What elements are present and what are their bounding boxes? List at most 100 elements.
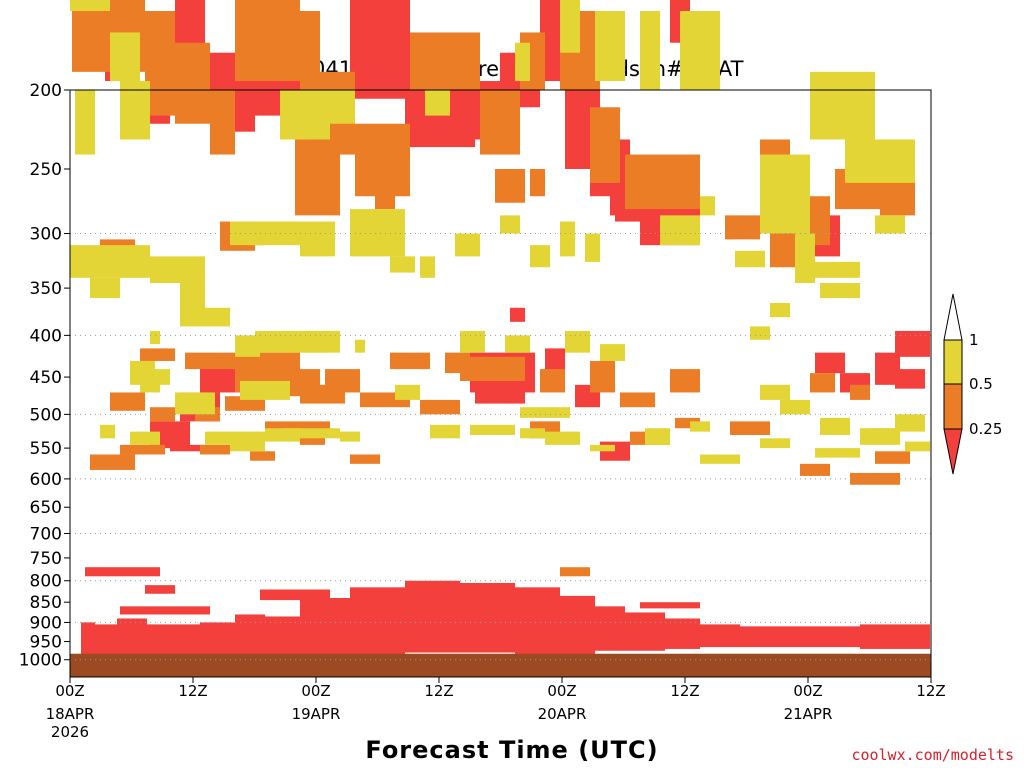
heatmap-cell xyxy=(810,71,875,140)
y-tick-label: 1000 xyxy=(19,651,62,671)
legend-label: 1 xyxy=(969,331,979,349)
heatmap-cell xyxy=(75,90,95,155)
heatmap-cell xyxy=(820,417,850,435)
heatmap-cell xyxy=(530,168,545,197)
heatmap-cell xyxy=(590,444,615,452)
heatmap-cell xyxy=(680,11,720,91)
heatmap-cell xyxy=(510,307,525,322)
heatmap-cell xyxy=(130,369,170,385)
heatmap-cell xyxy=(730,421,770,435)
heatmap-cell xyxy=(640,602,700,609)
heatmap-cell xyxy=(200,622,235,655)
heatmap-cell xyxy=(420,256,435,278)
heatmap-cell xyxy=(85,567,160,577)
heatmap-cell xyxy=(210,90,235,155)
heatmap-cell xyxy=(90,454,135,470)
heatmap-cell xyxy=(350,0,410,99)
plot-frame xyxy=(69,89,932,678)
heatmap-cell xyxy=(425,90,450,116)
heatmap-cell xyxy=(815,261,860,278)
heatmap-cell xyxy=(90,277,120,299)
heatmap-cell xyxy=(905,441,930,452)
heatmap-cell xyxy=(895,330,930,357)
heatmap-cell xyxy=(150,407,175,422)
y-tick-label: 850 xyxy=(30,593,62,613)
x-tick-label: 12Z xyxy=(424,682,453,700)
heatmap-cell xyxy=(725,215,760,240)
heatmap-cell xyxy=(175,392,215,415)
x-axis-title: Forecast Time (UTC) xyxy=(365,736,658,764)
heatmap-cell xyxy=(235,614,265,655)
y-tick-label: 900 xyxy=(30,613,62,633)
y-tick-label: 450 xyxy=(30,368,62,388)
x-tick-label: 12Z xyxy=(178,682,207,700)
heatmap-cell xyxy=(860,624,930,649)
heatmap-cell xyxy=(300,221,335,257)
x-tick-label: 12Z xyxy=(916,682,945,700)
y-tick-label: 550 xyxy=(30,439,62,459)
heatmap-cell xyxy=(120,444,165,455)
heatmap-cell xyxy=(660,215,700,246)
heatmap-cell xyxy=(565,330,590,353)
y-axis: 200 250 300 350 400 450 500 550 600 650 700 750 8008… xyxy=(19,81,70,671)
heatmap-cell xyxy=(350,454,380,464)
gridlines xyxy=(70,233,931,661)
heatmap-cell xyxy=(390,256,415,273)
heatmap-cell xyxy=(120,606,210,615)
heatmap-cell xyxy=(515,42,530,82)
y-tick-label: 800 xyxy=(30,572,62,592)
heatmap-cell xyxy=(460,356,525,381)
heatmap-cell xyxy=(560,595,595,655)
heatmap-cell xyxy=(375,168,395,210)
heatmap-cell xyxy=(110,32,140,82)
heatmap-cell xyxy=(180,283,205,327)
credit-text: coolwx.com/modelts xyxy=(851,746,1014,764)
heatmap-cell xyxy=(625,154,700,210)
heatmap-cell xyxy=(760,154,810,234)
heatmap-cell xyxy=(150,330,160,345)
heatmap-cell xyxy=(235,335,260,357)
heatmap-cell xyxy=(870,428,900,439)
plot-cells xyxy=(70,0,930,660)
heatmap-cell xyxy=(640,11,660,91)
x-tick-date: 21APR xyxy=(784,705,833,723)
heatmap-cell xyxy=(645,428,670,445)
heatmap-cell xyxy=(340,431,360,442)
heatmap-cell xyxy=(260,589,330,601)
heatmap-cell xyxy=(700,454,740,464)
heatmap-cell xyxy=(250,451,275,461)
heatmap-cell xyxy=(175,624,200,657)
heatmap-cell xyxy=(235,0,300,82)
heatmap-cell xyxy=(240,380,290,400)
heatmap-cell xyxy=(515,587,560,655)
heatmap-cell xyxy=(700,196,715,216)
legend-swatch xyxy=(943,293,963,341)
heatmap-cell xyxy=(110,392,145,411)
heatmap-cell xyxy=(665,618,700,649)
heatmap-cell xyxy=(620,392,655,408)
heatmap-cell xyxy=(895,369,925,389)
heatmap-cell xyxy=(120,81,150,140)
heatmap-cell xyxy=(200,444,230,455)
heatmap-cell xyxy=(700,624,740,648)
heatmap-cell xyxy=(690,421,710,432)
heatmap-cell xyxy=(500,215,520,234)
heatmap-cell xyxy=(770,302,790,318)
heatmap-cell xyxy=(150,256,205,284)
heatmap-cell xyxy=(495,168,525,203)
heatmap-cell xyxy=(740,626,800,648)
heatmap-cell xyxy=(815,352,845,374)
heatmap-cell xyxy=(350,209,405,257)
heatmap-cell xyxy=(300,434,325,445)
heatmap-cell xyxy=(780,399,810,415)
heatmap-cell xyxy=(875,215,905,234)
heatmap-cell xyxy=(750,326,770,340)
legend-swatch xyxy=(943,428,963,475)
heatmap-cell xyxy=(815,448,860,458)
heatmap-cell xyxy=(70,0,110,12)
heatmap-cell xyxy=(205,307,230,327)
heatmap-cell xyxy=(405,580,460,653)
heatmap-cell xyxy=(560,0,580,53)
heatmap-cell xyxy=(895,414,925,432)
